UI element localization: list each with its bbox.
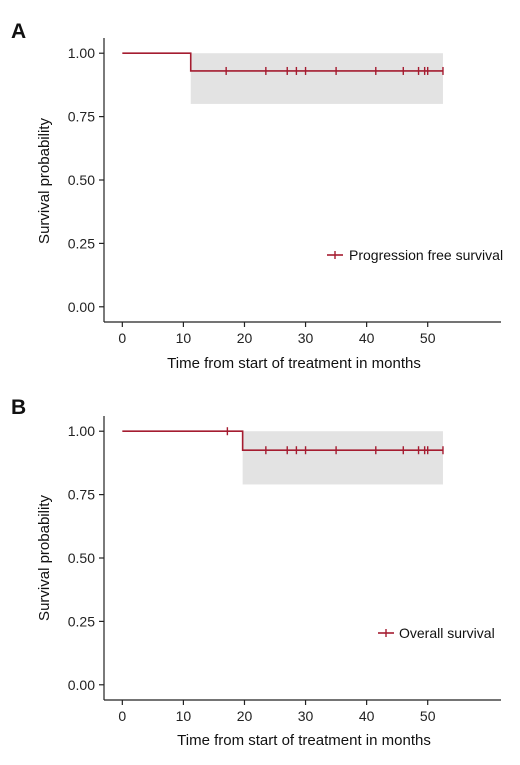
panel-b-survival-curve — [122, 427, 444, 455]
panel-a-y-tick-label: 1.00 — [68, 45, 95, 61]
panel-a-confidence-band — [190, 53, 443, 104]
panel-b-axes: 0.00 0.25 0.50 0.75 1.00 0 10 20 30 40 50 — [68, 416, 501, 724]
panel-a-x-tick-label: 10 — [176, 330, 192, 346]
panel-b-legend: Overall survival — [378, 625, 495, 641]
panel-a-km-step-line — [122, 52, 443, 72]
panel-b-km-step-line — [122, 430, 443, 452]
panel-b-legend-label: Overall survival — [399, 625, 495, 641]
panel-b: B 0.00 0.25 0.50 0.75 1.00 0 10 20 30 40 50 Time f… — [11, 396, 501, 749]
panel-a-x-axis-title: Time from start of treatment in months — [167, 355, 421, 372]
panel-a: A 0.00 0.25 0.50 0.75 1.00 0 10 20 30 40 50 Time f… — [11, 20, 503, 372]
panel-b-y-tick-label: 0.00 — [68, 677, 95, 693]
panel-b-x-tick-label: 50 — [420, 708, 436, 724]
panel-b-label: B — [11, 396, 26, 419]
panel-b-x-tick-label: 0 — [118, 708, 126, 724]
panel-b-x-tick-label: 10 — [176, 708, 192, 724]
panel-b-x-tick-label: 20 — [237, 708, 253, 724]
panel-a-y-tick-label: 0.50 — [68, 172, 95, 188]
panel-b-y-tick-label: 0.75 — [68, 487, 95, 503]
panel-a-x-tick-label: 0 — [118, 330, 126, 346]
panel-a-x-tick-label: 30 — [298, 330, 314, 346]
panel-a-y-axis-title: Survival probability — [36, 118, 53, 244]
panel-a-ci-band — [190, 53, 443, 104]
panel-a-y-tick-label: 0.75 — [68, 109, 95, 125]
panel-b-y-tick-label: 1.00 — [68, 423, 95, 439]
panel-b-ci-band — [242, 431, 443, 485]
panel-b-confidence-band — [242, 431, 443, 485]
panel-a-axes: 0.00 0.25 0.50 0.75 1.00 0 10 20 30 40 50 — [68, 38, 501, 346]
panel-a-x-tick-label: 50 — [420, 330, 436, 346]
panel-b-x-tick-label: 40 — [359, 708, 375, 724]
panel-a-x-tick-label: 20 — [237, 330, 253, 346]
panel-b-x-tick-label: 30 — [298, 708, 314, 724]
panel-a-y-tick-label: 0.00 — [68, 299, 95, 315]
panel-a-survival-curve — [122, 52, 444, 75]
panel-b-x-axis-title: Time from start of treatment in months — [177, 732, 431, 749]
panel-b-y-tick-label: 0.50 — [68, 550, 95, 566]
panel-a-legend: Progression free survival — [327, 247, 503, 263]
panel-a-legend-label: Progression free survival — [349, 247, 503, 263]
panel-a-label: A — [11, 20, 26, 43]
panel-a-x-tick-label: 40 — [359, 330, 375, 346]
panel-b-y-axis-title: Survival probability — [36, 495, 53, 621]
panel-b-y-tick-label: 0.25 — [68, 613, 95, 629]
panel-a-y-tick-label: 0.25 — [68, 235, 95, 251]
